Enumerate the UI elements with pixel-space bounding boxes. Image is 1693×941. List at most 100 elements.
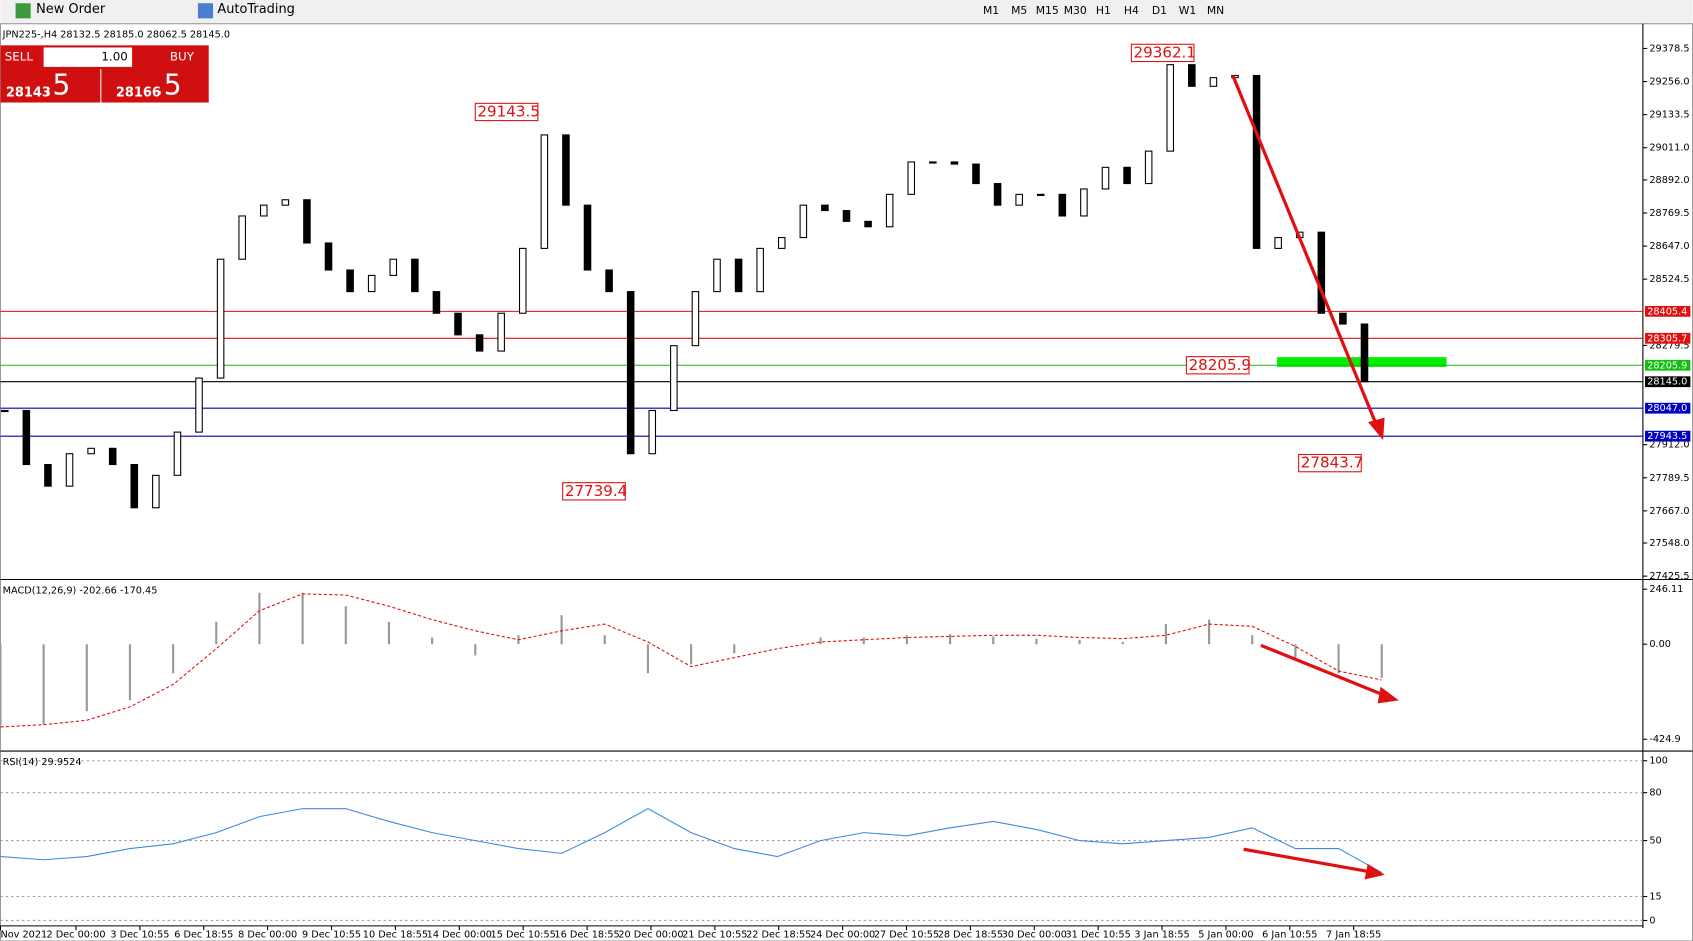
y-tick-label: 50: [1649, 836, 1661, 847]
autotrading-icon[interactable]: [197, 3, 214, 19]
timeframe-button[interactable]: M15: [1036, 4, 1059, 17]
x-tick-label: 24 Dec 00:00: [810, 930, 875, 941]
candle-body: [562, 134, 570, 206]
candle-body: [303, 199, 311, 244]
x-tick-label: 15 Dec 10:55: [491, 930, 556, 941]
timeframe-button[interactable]: W1: [1179, 4, 1197, 17]
candle-body: [929, 161, 937, 164]
candle-body: [432, 291, 441, 314]
y-tick-label: 28279.5: [1649, 340, 1689, 351]
price-annotation-box: [562, 482, 626, 501]
candle-body: [324, 242, 333, 271]
x-tick-label: Nov 2021: [0, 930, 47, 941]
trend-arrow: [1260, 643, 1387, 698]
x-tick-label: 8 Dec 00:00: [238, 930, 297, 941]
x-tick-label: 30 Dec 00:00: [1002, 930, 1067, 941]
y-tick-label: 28892.0: [1649, 175, 1689, 186]
arrow-head: [1364, 863, 1385, 880]
candle-body: [950, 161, 959, 165]
arrow-head: [1377, 686, 1399, 704]
x-tick-label: 16 Dec 18:55: [554, 930, 619, 941]
level-label: 28047.0: [1647, 403, 1687, 414]
lot-value[interactable]: 1.00: [101, 50, 127, 64]
y-tick-label: 27425.5: [1649, 571, 1689, 582]
y-tick-label: 0: [1649, 915, 1655, 926]
level-label: 28145.0: [1647, 377, 1687, 388]
candle-body: [1123, 166, 1131, 185]
timeframe-button[interactable]: M5: [1011, 4, 1027, 17]
candle-body: [87, 447, 95, 455]
price-annotation-box: [1185, 356, 1250, 375]
candle-body: [130, 463, 139, 509]
candle-body: [411, 258, 419, 293]
chart-frame: [0, 23, 1693, 941]
candle-body: [1339, 312, 1347, 325]
candle-body: [173, 431, 182, 476]
x-tick-label: 20 Dec 00:00: [618, 930, 683, 941]
indicator-title: RSI(14) 29.9524: [3, 757, 82, 768]
x-tick-label: 9 Dec 10:55: [302, 930, 361, 941]
candle-body: [1274, 237, 1282, 249]
candle-body: [152, 474, 160, 509]
candle-body: [44, 463, 52, 487]
candle-body: [1080, 188, 1088, 217]
x-tick-label: 5 Jan 00:00: [1198, 930, 1253, 941]
candle-body: [1209, 77, 1218, 87]
y-tick-label: 29378.5: [1649, 43, 1689, 54]
new-order-icon[interactable]: [15, 3, 31, 19]
new-order-button[interactable]: New Order: [36, 2, 106, 17]
x-tick-label: 14 Dec 00:00: [427, 930, 492, 941]
timeframe-button[interactable]: H1: [1096, 4, 1111, 17]
bid-price[interactable]: 28143: [6, 85, 51, 100]
level-tag: [1645, 402, 1691, 414]
x-tick-label: 3 Dec 10:55: [110, 930, 169, 941]
y-tick-label: 0.00: [1649, 639, 1671, 650]
trend-arrow: [1231, 74, 1379, 428]
y-tick-label: 80: [1649, 788, 1661, 799]
timeframe-button[interactable]: M1: [983, 4, 999, 17]
candle-body: [670, 345, 678, 412]
candle-body: [907, 161, 916, 195]
price-annotation: 27739.4: [565, 482, 627, 500]
lot-input[interactable]: [43, 47, 133, 67]
x-tick-label: 10 Dec 18:55: [363, 930, 428, 941]
y-tick-label: 29256.0: [1649, 77, 1689, 88]
candle-body: [1101, 166, 1110, 190]
sell-button[interactable]: SELL: [5, 50, 34, 64]
x-tick-label: 2 Dec 00:00: [46, 930, 105, 941]
candle-body: [648, 409, 657, 455]
candle-body: [583, 204, 592, 271]
candle-body: [1036, 193, 1045, 196]
level-tag: [1645, 332, 1691, 344]
level-tag: [1645, 376, 1691, 388]
candle-body: [281, 199, 290, 206]
candle-body: [259, 204, 268, 217]
y-tick-label: 246.11: [1649, 584, 1683, 595]
price-annotation: 29362.1: [1134, 43, 1196, 61]
candle-body: [842, 210, 851, 222]
y-tick-label: 27548.0: [1649, 538, 1689, 549]
buy-button[interactable]: BUY: [170, 50, 195, 64]
level-label: 28405.4: [1647, 306, 1687, 317]
level-tag: [1645, 305, 1691, 317]
timeframe-button[interactable]: H4: [1124, 4, 1139, 17]
timeframe-button[interactable]: MN: [1207, 4, 1224, 17]
ask-price[interactable]: 28166: [116, 85, 161, 100]
candle-body: [626, 291, 635, 455]
timeframe-button[interactable]: M30: [1064, 4, 1087, 17]
toolbar: [0, 0, 1693, 24]
candle-body: [972, 163, 980, 185]
x-tick-label: 3 Jan 18:55: [1134, 930, 1189, 941]
candle-body: [691, 291, 700, 347]
bid-fraction[interactable]: .5: [44, 68, 71, 101]
ask-fraction[interactable]: .5: [155, 68, 182, 101]
y-tick-label: 29011.0: [1649, 143, 1689, 154]
candle-body: [605, 269, 613, 293]
candle-body: [389, 258, 398, 276]
timeframe-button[interactable]: D1: [1152, 4, 1167, 17]
autotrading-button[interactable]: AutoTrading: [217, 2, 295, 17]
candle-body: [821, 204, 829, 212]
price-annotation-box: [1130, 43, 1195, 63]
candle-body: [195, 377, 203, 433]
